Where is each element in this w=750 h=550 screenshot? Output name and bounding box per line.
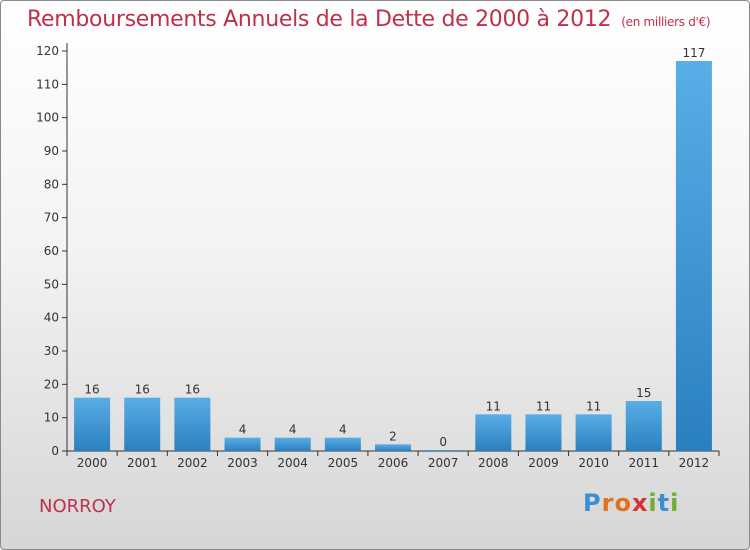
logo-letter: t [657,489,671,517]
x-tick-label: 2002 [177,456,208,470]
chart-subtitle: (en milliers d'€) [621,15,711,29]
logo-letter: r [601,489,615,517]
logo-letter: P [583,489,602,517]
proxiti-logo: Proxiti [583,489,679,517]
bar-value-label: 16 [135,383,150,397]
bar [425,450,462,451]
bar [375,444,411,451]
logo-letter: i [670,489,680,517]
bar [74,397,111,451]
bar [675,61,712,451]
x-tick-label: 2003 [227,456,258,470]
y-tick-label: 30 [44,344,59,358]
logo-letter: o [614,489,632,517]
bar [174,397,211,451]
bar-value-label: 2 [389,429,397,443]
bar [475,414,512,451]
x-tick-label: 2008 [478,456,509,470]
chart-title: Remboursements Annuels de la Dette de 20… [27,7,711,32]
bar [324,437,361,451]
bar [575,414,612,451]
y-tick-label: 40 [44,311,59,325]
town-name: NORROY [39,496,116,517]
y-tick-label: 70 [44,211,59,225]
bar-value-label: 4 [289,423,297,437]
x-tick-label: 2001 [127,456,158,470]
chart-title-text: Remboursements Annuels de la Dette de 20… [27,7,612,32]
logo-letter: i [648,489,658,517]
bar-value-label: 15 [636,386,651,400]
bar-value-label: 16 [84,383,99,397]
x-tick-label: 2010 [578,456,609,470]
bar-value-label: 16 [185,383,200,397]
bar [124,397,161,451]
x-tick-label: 2009 [528,456,559,470]
bar [625,401,662,451]
x-tick-label: 2004 [277,456,308,470]
bar-value-label: 11 [536,399,551,413]
x-tick-label: 2012 [679,456,710,470]
y-tick-label: 10 [44,411,59,425]
x-tick-label: 2000 [77,456,108,470]
bar-value-label: 4 [239,423,247,437]
bar-value-label: 117 [682,46,705,60]
x-tick-label: 2007 [428,456,459,470]
y-tick-label: 0 [51,444,59,458]
bar [274,437,311,451]
bar [525,414,562,451]
logo-letter: x [631,489,649,517]
bar [224,437,261,451]
x-tick-label: 2006 [378,456,409,470]
bar-value-label: 0 [439,435,447,449]
bar-value-label: 4 [339,423,347,437]
y-tick-label: 100 [36,111,59,125]
y-tick-label: 90 [44,144,59,158]
bar-value-label: 11 [586,399,601,413]
x-tick-label: 2011 [628,456,659,470]
y-tick-label: 60 [44,244,59,258]
y-tick-label: 80 [44,177,59,191]
y-tick-label: 120 [36,44,59,58]
y-tick-label: 110 [36,77,59,91]
y-tick-label: 50 [44,277,59,291]
bar-value-label: 11 [486,399,501,413]
y-tick-label: 20 [44,377,59,391]
x-tick-label: 2005 [328,456,359,470]
